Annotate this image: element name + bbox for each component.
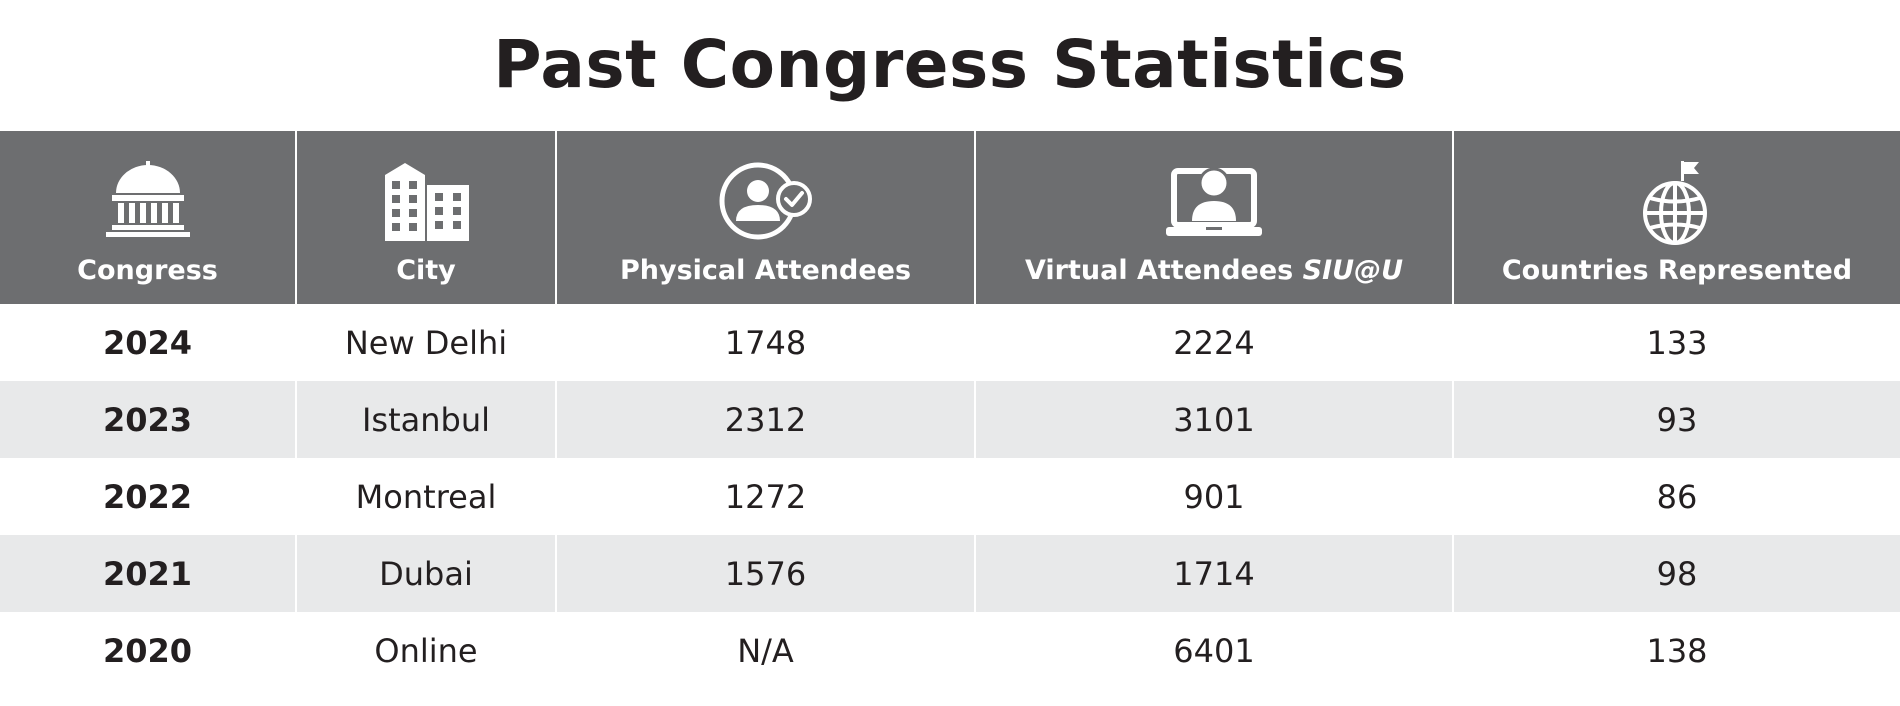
column-header-label: Countries Represented	[1501, 255, 1853, 286]
capitol-building-icon	[105, 161, 190, 241]
cell-countries-represented: 93	[1656, 400, 1698, 439]
statistics-table: Congress City	[0, 131, 1900, 689]
laptop-person-icon	[1166, 161, 1262, 245]
column-header-label: Physical Attendees	[619, 255, 912, 286]
cell-virtual-attendees: 901	[976, 458, 1454, 535]
cell-virtual-attendees: 6401	[976, 612, 1454, 689]
column-header-countries-represented: Countries Represented	[1454, 131, 1900, 304]
column-header-city: City	[297, 131, 557, 304]
cell-physical-attendees: N/A	[557, 612, 976, 689]
cell-physical-attendees: 1576	[557, 535, 976, 612]
page-title: Past Congress Statistics	[493, 26, 1407, 103]
globe-flag-icon	[1637, 161, 1717, 249]
cell-congress: 2023	[0, 381, 297, 458]
cell-congress: 2021	[0, 535, 297, 612]
table-row: 2023 Istanbul 2312 3101 93	[0, 381, 1900, 458]
column-header-congress: Congress	[0, 131, 297, 304]
column-header-physical-attendees: Physical Attendees	[557, 131, 976, 304]
cell-physical-attendees: 1272	[557, 458, 976, 535]
cell-congress: 2020	[0, 612, 297, 689]
column-header-label: Congress	[77, 255, 218, 286]
cell-countries-represented: 138	[1646, 631, 1708, 670]
cell-city: Online	[297, 612, 557, 689]
cell-physical-attendees: 2312	[557, 381, 976, 458]
cell-countries-represented: 133	[1646, 323, 1708, 362]
table-header-row: Congress City	[0, 131, 1900, 304]
column-header-label: Virtual Attendees SIU@U	[976, 253, 1452, 289]
cell-countries-represented: 86	[1656, 477, 1698, 516]
person-check-icon	[718, 161, 814, 245]
cell-congress: 2022	[0, 458, 297, 535]
cell-virtual-attendees: 2224	[976, 304, 1454, 381]
city-buildings-icon	[383, 161, 469, 245]
table-row: 2021 Dubai 1576 1714 98	[0, 535, 1900, 612]
cell-virtual-attendees: 1714	[976, 535, 1454, 612]
column-header-label: City	[396, 255, 456, 286]
cell-virtual-attendees: 3101	[976, 381, 1454, 458]
cell-congress: 2024	[0, 304, 297, 381]
cell-countries-represented: 98	[1656, 554, 1698, 593]
column-header-label-siuu: SIU@U	[1302, 255, 1403, 286]
cell-city: New Delhi	[297, 304, 557, 381]
column-header-virtual-attendees: Virtual Attendees SIU@U	[976, 131, 1454, 304]
table-row: 2020 Online N/A 6401 138	[0, 612, 1900, 689]
table-row: 2022 Montreal 1272 901 86	[0, 458, 1900, 535]
table-row: 2024 New Delhi 1748 2224 133	[0, 304, 1900, 381]
cell-city: Istanbul	[297, 381, 557, 458]
cell-physical-attendees: 1748	[557, 304, 976, 381]
cell-city: Dubai	[297, 535, 557, 612]
column-header-label-main: Virtual Attendees	[1024, 255, 1294, 286]
cell-city: Montreal	[297, 458, 557, 535]
